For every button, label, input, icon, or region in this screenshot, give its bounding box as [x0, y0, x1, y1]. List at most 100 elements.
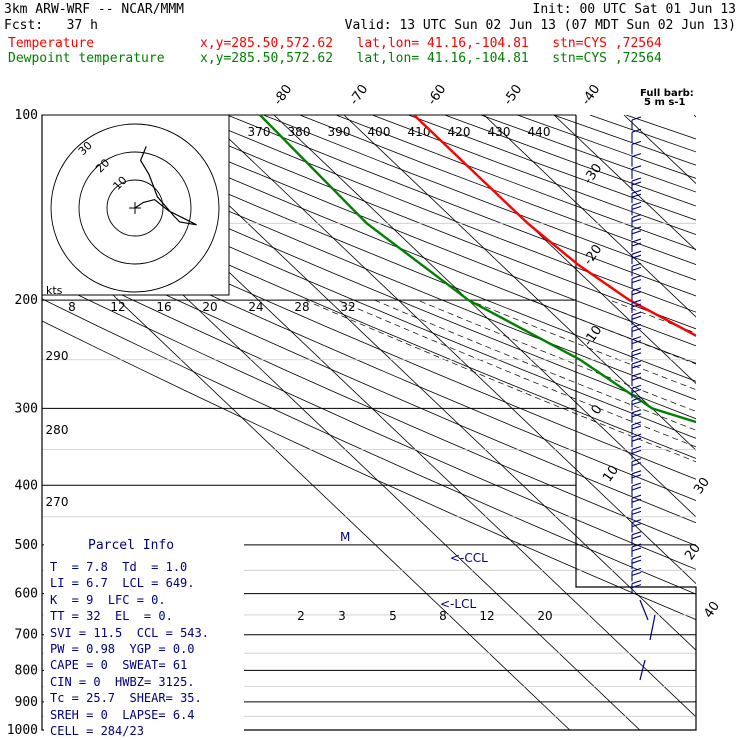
- parcel-info-key: SREH =: [50, 707, 101, 722]
- parcel-info-key: Td =: [122, 560, 166, 574]
- isotherm-label: 40: [701, 599, 723, 621]
- wind-barb-flag: [631, 128, 642, 133]
- moist-adiabat-line: [531, 299, 696, 365]
- moist-adiabat-line: [305, 299, 696, 463]
- parcel-info-value: 649.: [165, 576, 195, 591]
- wind-barb-flag: [631, 584, 642, 589]
- isotherm-label: -70: [347, 82, 371, 108]
- dry-adiabat-line: [335, 115, 696, 250]
- wind-barb-flag: [631, 214, 642, 219]
- diagram-annotation: <-CCL: [450, 551, 488, 565]
- parcel-info-value: 0: [100, 658, 123, 673]
- parcel-info-value: 3125.: [158, 674, 195, 689]
- plot-frame: [41, 115, 697, 731]
- pressure-tick-label: 1000: [7, 723, 38, 738]
- wind-barb-flag: [631, 510, 642, 515]
- theta-label: 440: [528, 125, 551, 139]
- parcel-info-value: 6.4: [172, 707, 195, 722]
- adiabat-side-label: 270: [46, 495, 69, 509]
- parcel-info-key: LAPSE=: [122, 707, 173, 722]
- wind-barb-flag: [631, 287, 642, 292]
- wind-barb-flag: [631, 506, 642, 511]
- hodograph-ring: [50, 123, 220, 293]
- wind-barb-flag: [631, 397, 642, 402]
- parcel-info-key: SWEAT=: [122, 658, 173, 673]
- parcel-info-row: SREH = 0 LAPSE= 6.4: [50, 708, 195, 722]
- dewpoint-trace: [259, 115, 696, 424]
- isotherm-label: -40: [579, 82, 603, 108]
- wind-scale-label: 8: [68, 300, 76, 314]
- parcel-info-key: LCL =: [122, 576, 166, 591]
- pressure-tick-label: 500: [15, 538, 38, 553]
- parcel-info-value: 25.7: [86, 691, 130, 706]
- theta-label: 410: [408, 125, 431, 139]
- mixing-ratio-label: 2: [297, 609, 305, 623]
- parcel-info-row: LI = 6.7 LCL = 649.: [50, 576, 195, 590]
- parcel-info-key: Tc =: [50, 691, 87, 706]
- wind-barb-flag: [631, 311, 642, 316]
- parcel-info-key: LI =: [50, 576, 87, 591]
- wind-barb-flag: [631, 116, 642, 121]
- dewpoint-legend-label: Dewpoint temperature: [8, 51, 165, 66]
- wind-barb: [649, 614, 656, 641]
- wind-barb-flag: [631, 449, 642, 454]
- isotherm-label: 20: [682, 541, 704, 563]
- isotherm-line: [273, 115, 696, 518]
- parcel-info-value: 0.: [151, 592, 166, 607]
- wind-barb-flag: [631, 218, 642, 223]
- wind-barb-flag: [631, 531, 642, 536]
- mixing-ratio-label: 20: [537, 609, 552, 623]
- wind-barb-flag: [631, 409, 642, 414]
- pressure-tick-label: 300: [15, 401, 38, 416]
- wind-barb-flag: [631, 543, 642, 548]
- parcel-info-value: 0.0: [172, 642, 195, 656]
- parcel-info-key: TT =: [50, 609, 87, 624]
- wind-barb-flag: [631, 189, 642, 194]
- wind-barb-flag: [631, 238, 642, 243]
- isotherm-line: [133, 115, 696, 651]
- parcel-info-key: HWBZ=: [115, 674, 159, 689]
- pressure-tick-label: 400: [15, 478, 38, 493]
- parcel-info-value: 284/23: [100, 724, 159, 738]
- theta-label: 400: [368, 125, 391, 139]
- hodograph-trace: [134, 146, 197, 226]
- wind-barb-flag: [631, 230, 642, 235]
- parcel-info-key: SHEAR=: [129, 691, 181, 706]
- adiabat-side-label: 280: [46, 423, 69, 437]
- wind-scale-label: 20: [202, 300, 217, 314]
- wind-barb-flag: [631, 494, 642, 499]
- isotherm-label: 0: [589, 402, 606, 417]
- wind-scale-label: 32: [340, 300, 355, 314]
- diagram-annotation: <-LCL: [440, 597, 476, 611]
- wind-scale-label: 12: [110, 300, 125, 314]
- parcel-info-row: Tc = 25.7 SHEAR= 35.: [50, 691, 202, 705]
- wind-barb-flag: [631, 254, 642, 259]
- parcel-info-value: 35.: [180, 691, 202, 706]
- isotherm-line: [693, 115, 696, 118]
- wind-barb-flag: [631, 360, 642, 365]
- wind-barb-flag: [631, 153, 642, 158]
- dewpoint-legend-info: x,y=285.50,572.62 lat,lon= 41.16,-104.81…: [200, 51, 662, 66]
- parcel-info-key: T =: [50, 560, 87, 574]
- parcel-info-key: LFC =: [107, 592, 152, 607]
- wind-barb-flag: [631, 421, 642, 426]
- wind-barb-flag: [631, 462, 642, 467]
- init-time: Init: 00 UTC Sat 01 Jun 13: [532, 2, 737, 17]
- mixing-ratio-label: 12: [479, 609, 494, 623]
- isotherm-label: -50: [501, 82, 525, 108]
- dry-adiabat-line: [480, 115, 696, 193]
- wind-barb-flag: [631, 201, 642, 206]
- pressure-tick-label: 900: [15, 695, 38, 710]
- wind-barb-flag: [631, 303, 642, 308]
- model-title: 3km ARW-WRF -- NCAR/MMM: [4, 2, 185, 17]
- wind-barb-flag: [631, 376, 642, 381]
- wind-barb-flag: [631, 425, 642, 430]
- isotherm-label: 10: [600, 463, 622, 485]
- isotherm-line: [203, 115, 696, 585]
- dry-adiabat-line: [372, 115, 696, 236]
- parcel-info-key: EL =: [115, 609, 159, 624]
- wind-barb-flag: [631, 364, 642, 369]
- wind-barb-flag: [631, 315, 642, 320]
- wind-barb-flag: [631, 458, 642, 463]
